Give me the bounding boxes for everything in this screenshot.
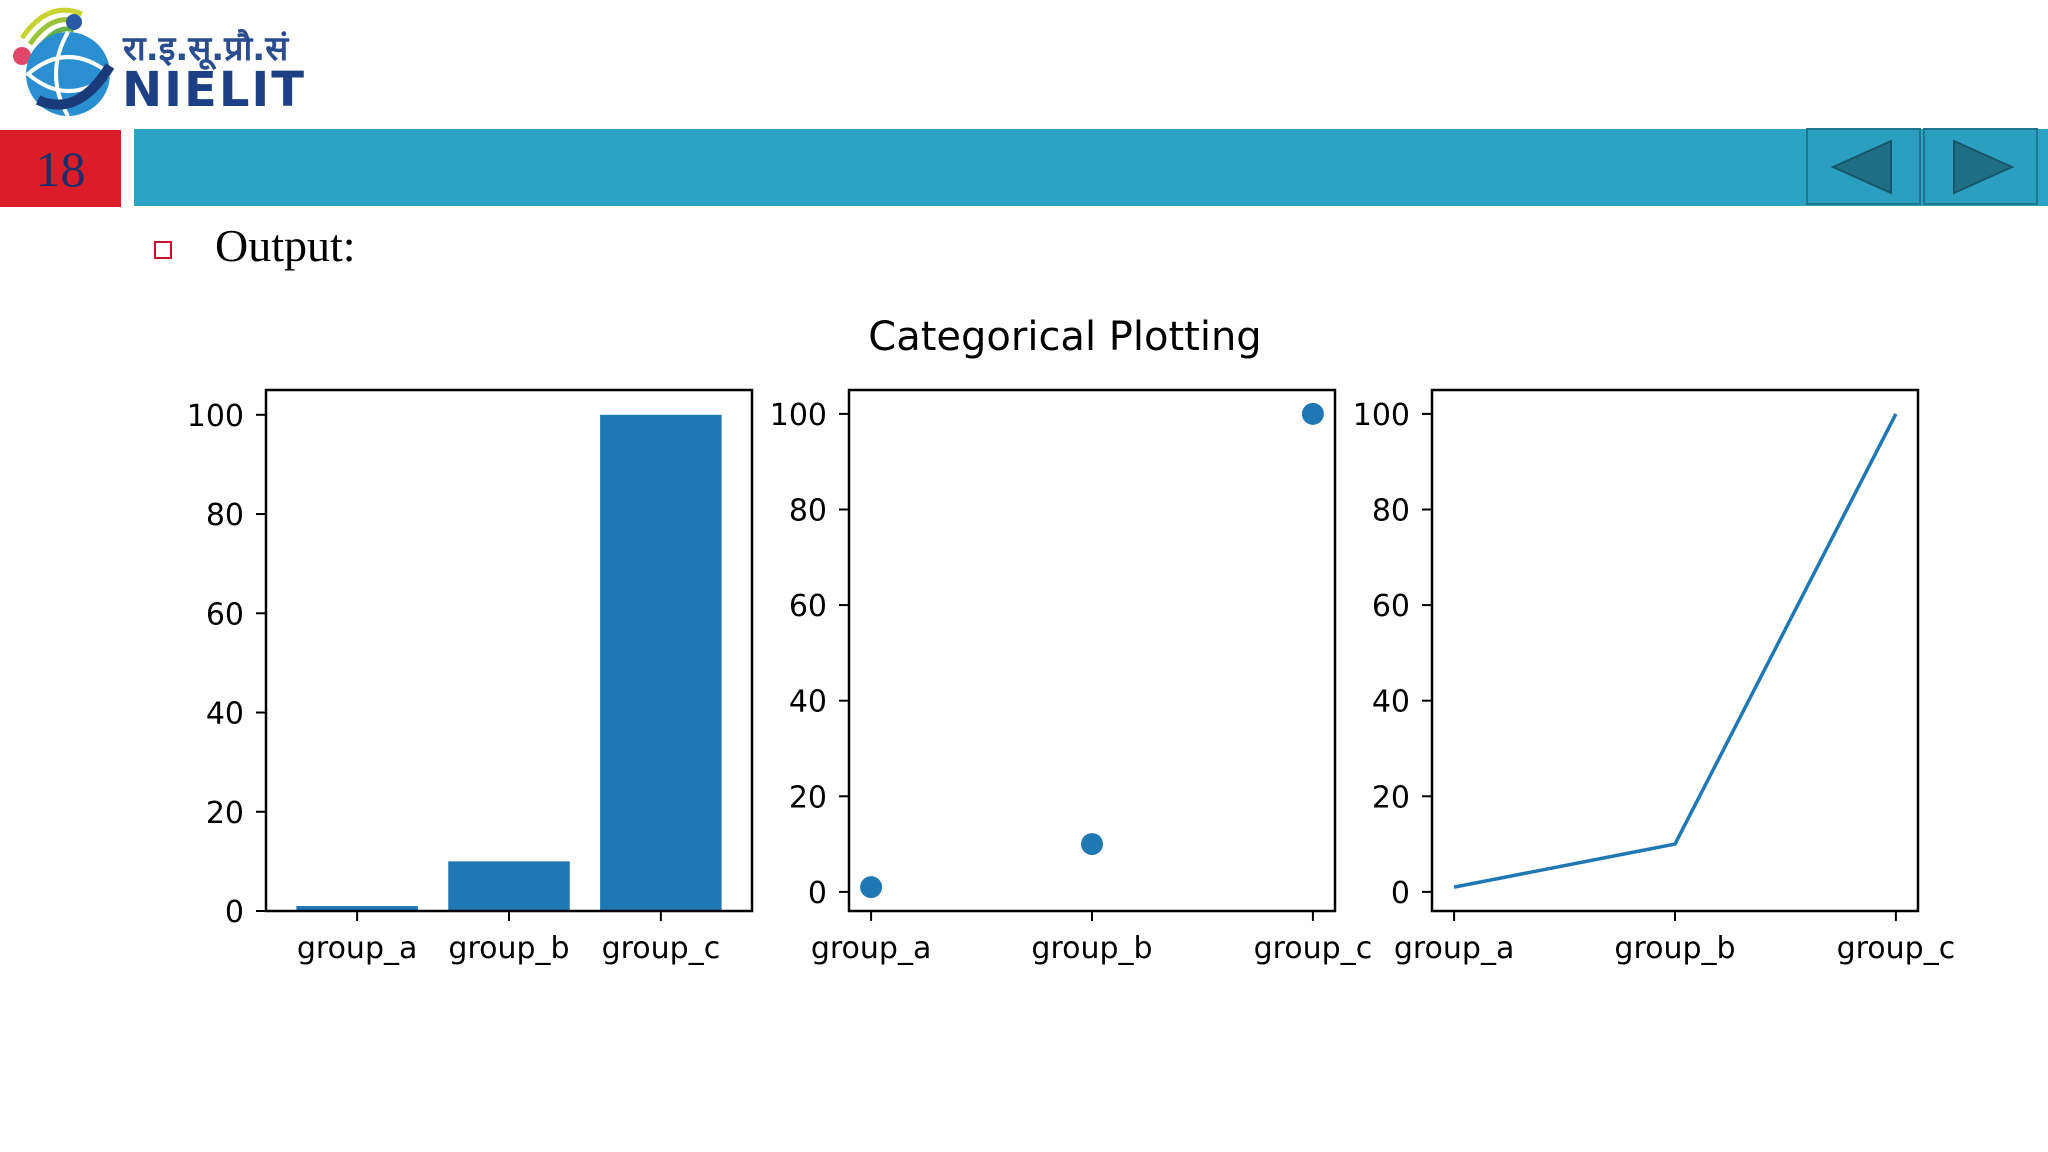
y-tick-label: 40	[789, 685, 827, 720]
bar-group_c	[600, 414, 722, 911]
logo-devanagari-text: रा.इ.सू.प्रौ.सं	[123, 29, 289, 69]
y-tick-label: 0	[225, 895, 244, 930]
previous-arrow-icon	[1830, 138, 1892, 195]
y-tick-label: 100	[770, 398, 827, 433]
y-tick-label: 60	[789, 589, 827, 624]
series-line	[1453, 413, 1898, 889]
y-tick-label: 80	[1372, 493, 1410, 528]
next-slide-button[interactable]	[1923, 128, 2038, 205]
y-tick-label: 80	[206, 498, 244, 533]
y-tick-label: 100	[187, 399, 244, 434]
previous-slide-button[interactable]	[1806, 128, 1921, 205]
header-bar	[134, 129, 2048, 206]
y-tick-label: 0	[808, 876, 827, 911]
x-tick-label: group_a	[297, 931, 418, 966]
output-label: Output:	[215, 220, 356, 271]
bullet-square-icon	[154, 241, 172, 259]
logo-name-text: NIELIT	[122, 62, 307, 118]
y-tick-label: 100	[1353, 398, 1410, 433]
y-tick-label: 60	[1372, 589, 1410, 624]
x-tick-label: group_b	[1031, 931, 1152, 966]
y-tick-label: 20	[1372, 780, 1410, 815]
x-tick-label: group_b	[448, 931, 569, 966]
point-group_b	[1081, 833, 1103, 856]
y-tick-label: 40	[206, 697, 244, 732]
x-tick-label: group_c	[1254, 931, 1373, 966]
y-tick-label: 20	[789, 780, 827, 815]
y-tick-label: 40	[1372, 685, 1410, 720]
point-group_c	[1301, 402, 1324, 425]
y-tick-label: 0	[1391, 876, 1410, 911]
x-tick-label: group_a	[1394, 931, 1515, 966]
plot-frame-2	[847, 388, 1337, 913]
nielit-logo: रा.इ.सू.प्रौ.सं NIELIT	[8, 0, 308, 124]
slide-number: 18	[0, 130, 121, 207]
plot-frame-3	[1430, 388, 1920, 913]
globe-logo-icon	[13, 7, 115, 117]
x-tick-label: group_b	[1614, 931, 1735, 966]
point-group_a	[860, 876, 883, 899]
y-tick-label: 60	[206, 597, 244, 632]
x-tick-label: group_c	[1837, 931, 1956, 966]
x-tick-label: group_c	[602, 931, 721, 966]
chart-title: Categorical Plotting	[868, 314, 1262, 360]
bar-group_a	[296, 906, 418, 911]
next-arrow-icon	[1952, 138, 2014, 195]
y-tick-label: 20	[206, 796, 244, 831]
bar-group_b	[448, 861, 570, 911]
x-tick-label: group_a	[811, 931, 932, 966]
y-tick-label: 80	[789, 493, 827, 528]
